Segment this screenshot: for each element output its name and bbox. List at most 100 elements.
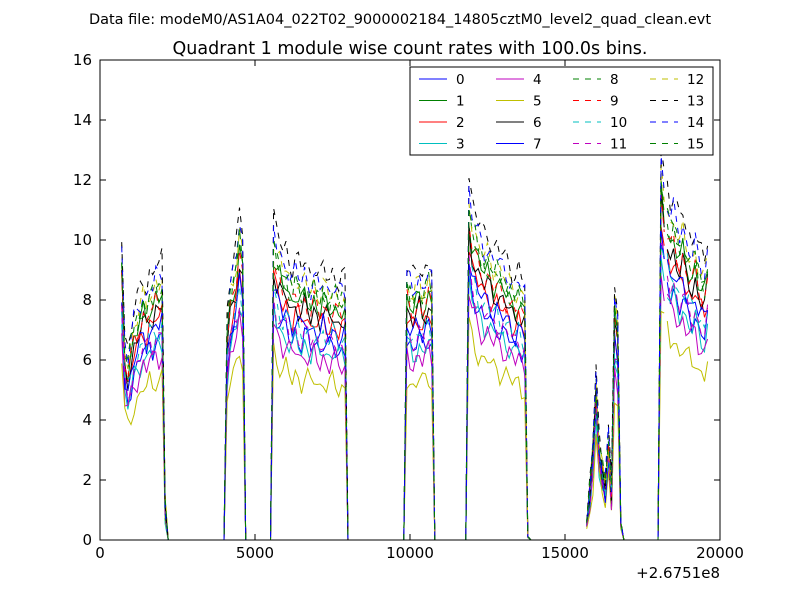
series-13-line: [666, 180, 709, 262]
chart-suptitle: Data file: modeM0/AS1A04_022T02_90000021…: [89, 12, 711, 28]
series-9-line: [667, 231, 709, 308]
x-tick-label: 15000: [541, 544, 589, 562]
series-15-line: [403, 272, 463, 541]
series-8-line: [267, 236, 401, 541]
series-8-line: [666, 221, 709, 299]
series-8-line: [403, 284, 463, 541]
legend-label: 3: [456, 137, 465, 153]
series-14-line: [465, 185, 584, 541]
series-2-line: [666, 249, 709, 318]
series-15-line: [666, 208, 709, 283]
series-13-line: [403, 264, 463, 541]
legend-label: 9: [610, 94, 619, 110]
series-9-line: [267, 261, 401, 541]
x-tick-label: 0: [95, 544, 105, 562]
legend-label: 2: [456, 115, 465, 131]
series-7-line: [586, 228, 665, 541]
series-11-line: [121, 305, 175, 541]
legend-label: 5: [533, 94, 542, 110]
series-2-line: [267, 270, 401, 541]
series-15-line: [586, 181, 665, 541]
series-12-line: [586, 159, 665, 541]
series-14-line: [586, 155, 665, 541]
chart-title: Quadrant 1 module wise count rates with …: [173, 39, 648, 59]
legend-label: 13: [687, 94, 704, 110]
series-13-line: [121, 242, 175, 541]
series-7-line: [267, 289, 401, 541]
series-15-line: [267, 242, 401, 541]
legend-label: 0: [456, 72, 465, 88]
series-10-line: [586, 245, 665, 541]
series-10-line: [666, 253, 709, 330]
series-2-line: [586, 226, 665, 541]
series-8-line: [121, 271, 175, 541]
series-0-line: [586, 243, 665, 541]
series-13-line: [267, 208, 401, 541]
series-12-line: [403, 275, 463, 541]
series-13-line: [586, 146, 665, 541]
series-4-line: [267, 322, 401, 541]
legend-label: 10: [610, 115, 627, 131]
x-tick-label: 5000: [236, 544, 274, 562]
series-6-line: [666, 248, 709, 311]
series-6-line: [267, 276, 401, 541]
series-5-line: [403, 372, 463, 541]
series-3-line: [267, 304, 401, 541]
series-10-line: [267, 285, 401, 541]
series-11-line: [666, 275, 709, 337]
series-6-line: [121, 270, 175, 541]
series-4-line: [586, 275, 665, 541]
series-9-line: [465, 223, 584, 541]
series-9-line: [586, 194, 665, 541]
series-1-line: [666, 233, 709, 292]
series-5-line: [586, 310, 665, 541]
series-10-line: [403, 316, 463, 541]
y-tick-label: 12: [73, 171, 92, 189]
series-4-line: [666, 293, 709, 356]
y-tick-label: 2: [82, 471, 92, 489]
x-offset-label: +2.6751e8: [636, 564, 720, 582]
series-14-line: [267, 225, 401, 541]
series-11-line: [586, 238, 665, 541]
series-5-line: [666, 320, 709, 382]
series-3-line: [586, 257, 665, 541]
series-15-line: [465, 209, 584, 541]
y-tick-label: 0: [82, 531, 92, 549]
y-tick-label: 16: [73, 51, 92, 69]
series-14-line: [403, 266, 463, 541]
y-tick-label: 10: [73, 231, 92, 249]
y-tick-label: 14: [73, 111, 92, 129]
legend-label: 8: [610, 72, 619, 88]
series-8-line: [586, 184, 665, 541]
series-layer: [121, 146, 709, 541]
legend-label: 12: [687, 72, 704, 88]
legend-box: [409, 66, 714, 156]
y-tick-label: 8: [82, 291, 92, 309]
series-5-line: [465, 316, 584, 541]
series-14: [121, 155, 709, 541]
series-14-line: [121, 246, 175, 541]
legend-label: 6: [533, 115, 542, 131]
series-12-line: [267, 248, 401, 541]
series-1-line: [586, 180, 665, 541]
legend-label: 11: [610, 137, 627, 153]
legend-label: 7: [533, 137, 542, 153]
series-6-line: [586, 192, 665, 541]
y-tick-label: 6: [82, 351, 92, 369]
legend-label: 14: [687, 115, 704, 131]
series-5-line: [267, 342, 401, 541]
x-tick-label: 10000: [386, 544, 434, 562]
legend-label: 1: [456, 94, 465, 110]
series-3-line: [666, 283, 709, 354]
x-tick-label: 20000: [696, 544, 744, 562]
series-11-line: [465, 253, 584, 541]
series-9-line: [121, 272, 175, 541]
series-10-line: [465, 258, 584, 541]
series-14-line: [666, 197, 709, 281]
series-7-line: [666, 259, 708, 318]
legend-label: 15: [687, 137, 704, 153]
series-0-line: [267, 302, 401, 541]
y-tick-label: 4: [82, 411, 92, 429]
